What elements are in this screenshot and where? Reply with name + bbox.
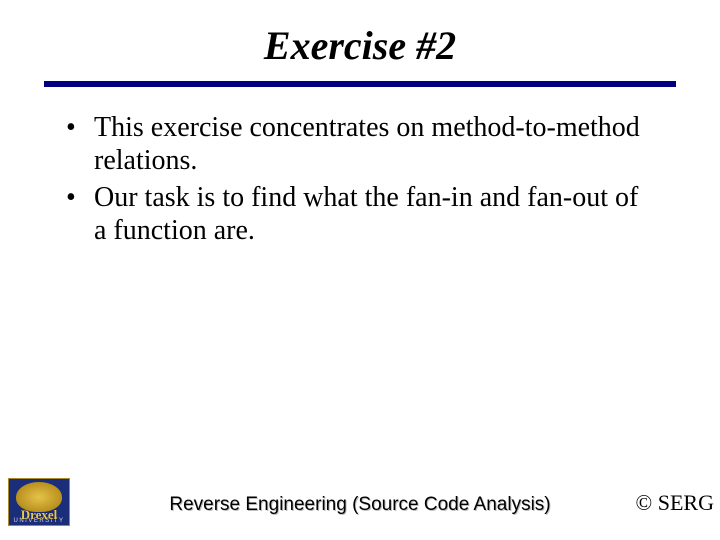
slide-footer: Drexel UNIVERSITY Reverse Engineering (S… bbox=[0, 474, 720, 530]
footer-copyright: © SERG bbox=[636, 490, 714, 516]
slide-title: Exercise #2 bbox=[0, 22, 720, 69]
bullet-list: This exercise concentrates on method-to-… bbox=[0, 111, 720, 247]
slide: Exercise #2 This exercise concentrates o… bbox=[0, 0, 720, 540]
title-rule bbox=[44, 81, 676, 87]
footer-course-title: Reverse Engineering (Source Code Analysi… bbox=[0, 494, 720, 516]
bullet-item: This exercise concentrates on method-to-… bbox=[66, 111, 654, 177]
bullet-item: Our task is to find what the fan-in and … bbox=[66, 181, 654, 247]
